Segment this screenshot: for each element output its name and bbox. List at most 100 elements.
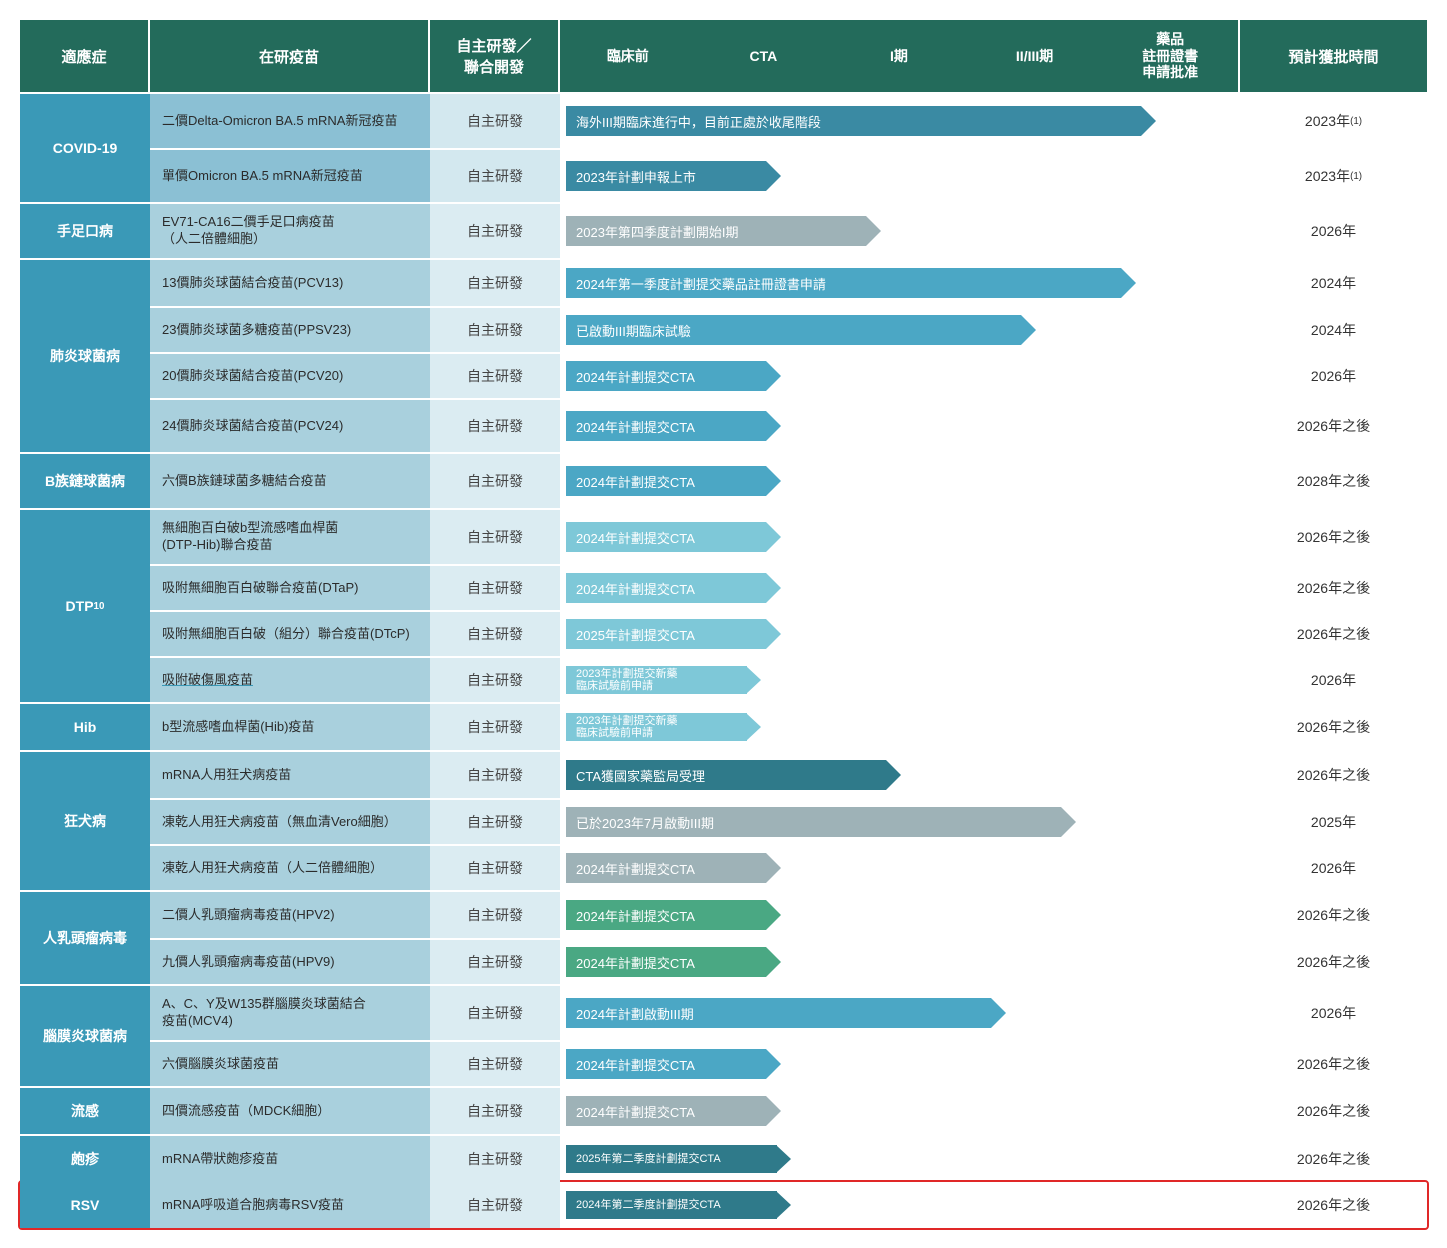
vaccine-cell: 23價肺炎球菌多糖疫苗(PPSV23) <box>150 308 430 352</box>
indication-group: B族鏈球菌病六價B族鏈球菌多糖結合疫苗自主研發2024年計劃提交CTA2028年… <box>20 452 1427 508</box>
phase-header: 藥品註冊證書申請批准 <box>1102 31 1238 81</box>
indication-group: 狂犬病mRNA人用狂犬病疫苗自主研發CTA獲國家藥監局受理2026年之後凍乾人用… <box>20 750 1427 890</box>
vaccine-cell: A、C、Y及W135群腦膜炎球菌結合疫苗(MCV4) <box>150 986 430 1040</box>
phase-chart-cell: 海外III期臨床進行中，目前正處於收尾階段 <box>560 94 1240 148</box>
indication-group: COVID-19二價Delta-Omicron BA.5 mRNA新冠疫苗自主研… <box>20 92 1427 202</box>
eta-cell: 2023年(1) <box>1240 94 1427 148</box>
eta-cell: 2026年之後 <box>1240 612 1427 656</box>
indication-group: 流感四價流感疫苗（MDCK細胞）自主研發2024年計劃提交CTA2026年之後 <box>20 1086 1427 1134</box>
vaccine-cell: 單價Omicron BA.5 mRNA新冠疫苗 <box>150 150 430 202</box>
table-row: 23價肺炎球菌多糖疫苗(PPSV23)自主研發已啟動III期臨床試驗2024年 <box>150 306 1427 352</box>
eta-cell: 2026年之後 <box>1240 1182 1427 1228</box>
vaccine-cell: 24價肺炎球菌結合疫苗(PCV24) <box>150 400 430 452</box>
header-vaccine: 在研疫苗 <box>150 20 430 92</box>
vaccine-cell: 九價人乳頭瘤病毒疫苗(HPV9) <box>150 940 430 984</box>
dev-cell: 自主研發 <box>430 400 560 452</box>
dev-cell: 自主研發 <box>430 308 560 352</box>
phase-chart-cell: 2024年計劃提交CTA <box>560 892 1240 938</box>
eta-cell: 2024年 <box>1240 260 1427 306</box>
phase-chart-cell: 2024年計劃提交CTA <box>560 454 1240 508</box>
dev-cell: 自主研發 <box>430 510 560 564</box>
indication-cell: 狂犬病 <box>20 752 150 890</box>
vaccine-cell: mRNA呼吸道合胞病毒RSV疫苗 <box>150 1182 430 1228</box>
progress-label: 2024年計劃提交CTA <box>576 906 695 925</box>
vaccine-cell: 吸附破傷風疫苗 <box>150 658 430 702</box>
table-row: mRNA呼吸道合胞病毒RSV疫苗自主研發2024年第二季度計劃提交CTA 2026… <box>150 1182 1427 1228</box>
progress-label: 2024年計劃提交CTA <box>576 1102 695 1121</box>
vaccine-cell: 20價肺炎球菌結合疫苗(PCV20) <box>150 354 430 398</box>
progress-arrow: 2024年計劃提交CTA <box>566 1096 781 1126</box>
progress-arrow: 2024年計劃提交CTA <box>566 1049 781 1079</box>
header-indication: 適應症 <box>20 20 150 92</box>
phase-chart-cell: 2024年計劃提交CTA <box>560 940 1240 984</box>
indication-cell: 肺炎球菌病 <box>20 260 150 452</box>
dev-cell: 自主研發 <box>430 150 560 202</box>
indication-cell: B族鏈球菌病 <box>20 454 150 508</box>
table-row: 六價B族鏈球菌多糖結合疫苗自主研發2024年計劃提交CTA2028年之後 <box>150 454 1427 508</box>
vaccine-cell: 六價B族鏈球菌多糖結合疫苗 <box>150 454 430 508</box>
phase-chart-cell: 2024年計劃提交CTA <box>560 846 1240 890</box>
eta-cell: 2026年之後 <box>1240 1088 1427 1134</box>
phase-chart-cell: 2024年計劃啟動III期 <box>560 986 1240 1040</box>
progress-arrow: 2024年計劃提交CTA <box>566 411 781 441</box>
eta-cell: 2026年之後 <box>1240 1136 1427 1182</box>
table-row: 二價人乳頭瘤病毒疫苗(HPV2)自主研發2024年計劃提交CTA2026年之後 <box>150 892 1427 938</box>
indication-group: DTP10無細胞百白破b型流感嗜血桿菌(DTP-Hib)聯合疫苗自主研發2024… <box>20 508 1427 702</box>
phase-chart-cell: 2024年計劃提交CTA <box>560 354 1240 398</box>
dev-cell: 自主研發 <box>430 612 560 656</box>
phase-chart-cell: 2024年計劃提交CTA <box>560 1042 1240 1086</box>
phase-header: I期 <box>831 48 967 65</box>
phase-chart-cell: 2024年計劃提交CTA <box>560 510 1240 564</box>
dev-cell: 自主研發 <box>430 94 560 148</box>
phase-chart-cell: CTA獲國家藥監局受理 <box>560 752 1240 798</box>
progress-arrow: 2023年第四季度計劃開始I期 <box>566 216 881 246</box>
eta-cell: 2026年之後 <box>1240 704 1427 750</box>
dev-cell: 自主研發 <box>430 800 560 844</box>
phase-chart-cell: 2024年第二季度計劃提交CTA <box>560 1182 1240 1228</box>
progress-arrow: 2025年計劃提交CTA <box>566 619 781 649</box>
table-row: 二價Delta-Omicron BA.5 mRNA新冠疫苗自主研發海外III期臨… <box>150 94 1427 148</box>
progress-label: 海外III期臨床進行中，目前正處於收尾階段 <box>576 112 821 131</box>
progress-label: 2024年計劃啟動III期 <box>576 1004 694 1023</box>
progress-label: 2024年計劃提交CTA <box>576 417 695 436</box>
table-header: 適應症 在研疫苗 自主研發／聯合開發 臨床前CTAI期II/III期藥品註冊證書… <box>20 20 1427 92</box>
table-row: mRNA帶狀皰疹疫苗自主研發2025年第二季度計劃提交CTA2026年之後 <box>150 1136 1427 1182</box>
progress-arrow: 2024年計劃提交CTA <box>566 853 781 883</box>
vaccine-cell: 凍乾人用狂犬病疫苗（人二倍體細胞） <box>150 846 430 890</box>
phase-chart-cell: 2023年第四季度計劃開始I期 <box>560 204 1240 258</box>
table-row: 20價肺炎球菌結合疫苗(PCV20)自主研發2024年計劃提交CTA2026年 <box>150 352 1427 398</box>
vaccine-cell: 吸附無細胞百白破（組分）聯合疫苗(DTcP) <box>150 612 430 656</box>
table-row: 吸附無細胞百白破（組分）聯合疫苗(DTcP)自主研發 2025年計劃提交CTA 20… <box>150 610 1427 656</box>
progress-label: 2023年計劃申報上市 <box>576 167 696 186</box>
indication-group: Hibb型流感嗜血桿菌(Hib)疫苗自主研發2023年計劃提交新藥臨床試驗前申請… <box>20 702 1427 750</box>
progress-label: 2024年計劃提交CTA <box>576 472 695 491</box>
progress-label: 2024年計劃提交CTA <box>576 859 695 878</box>
vaccine-cell: 二價人乳頭瘤病毒疫苗(HPV2) <box>150 892 430 938</box>
eta-cell: 2026年之後 <box>1240 566 1427 610</box>
dev-cell: 自主研發 <box>430 354 560 398</box>
vaccine-cell: 二價Delta-Omicron BA.5 mRNA新冠疫苗 <box>150 94 430 148</box>
progress-label: 2023年計劃提交新藥臨床試驗前申請 <box>576 668 677 692</box>
progress-arrow: 2024年計劃提交CTA <box>566 522 781 552</box>
indication-cell: 皰疹 <box>20 1136 150 1182</box>
phase-header: II/III期 <box>967 48 1103 65</box>
eta-cell: 2026年之後 <box>1240 510 1427 564</box>
progress-arrow: 2023年計劃申報上市 <box>566 161 781 191</box>
eta-cell: 2026年 <box>1240 658 1427 702</box>
table-row: 吸附破傷風疫苗自主研發2023年計劃提交新藥臨床試驗前申請2026年 <box>150 656 1427 702</box>
dev-cell: 自主研發 <box>430 1182 560 1228</box>
phase-chart-cell: 2025年計劃提交CTA <box>560 612 1240 656</box>
progress-arrow: 2024年第二季度計劃提交CTA <box>566 1191 791 1219</box>
progress-label: 2025年計劃提交CTA <box>576 625 695 644</box>
dev-cell: 自主研發 <box>430 566 560 610</box>
dev-cell: 自主研發 <box>430 704 560 750</box>
eta-cell: 2026年之後 <box>1240 752 1427 798</box>
eta-cell: 2026年 <box>1240 204 1427 258</box>
progress-arrow: 2024年計劃提交CTA <box>566 573 781 603</box>
indication-cell: 手足口病 <box>20 204 150 258</box>
indication-group: 肺炎球菌病13價肺炎球菌結合疫苗(PCV13)自主研發2024年第一季度計劃提交… <box>20 258 1427 452</box>
phase-chart-cell: 2024年計劃提交CTA <box>560 1088 1240 1134</box>
indication-cell: 腦膜炎球菌病 <box>20 986 150 1086</box>
progress-label: 已於2023年7月啟動III期 <box>576 813 714 832</box>
indication-cell: 流感 <box>20 1088 150 1134</box>
